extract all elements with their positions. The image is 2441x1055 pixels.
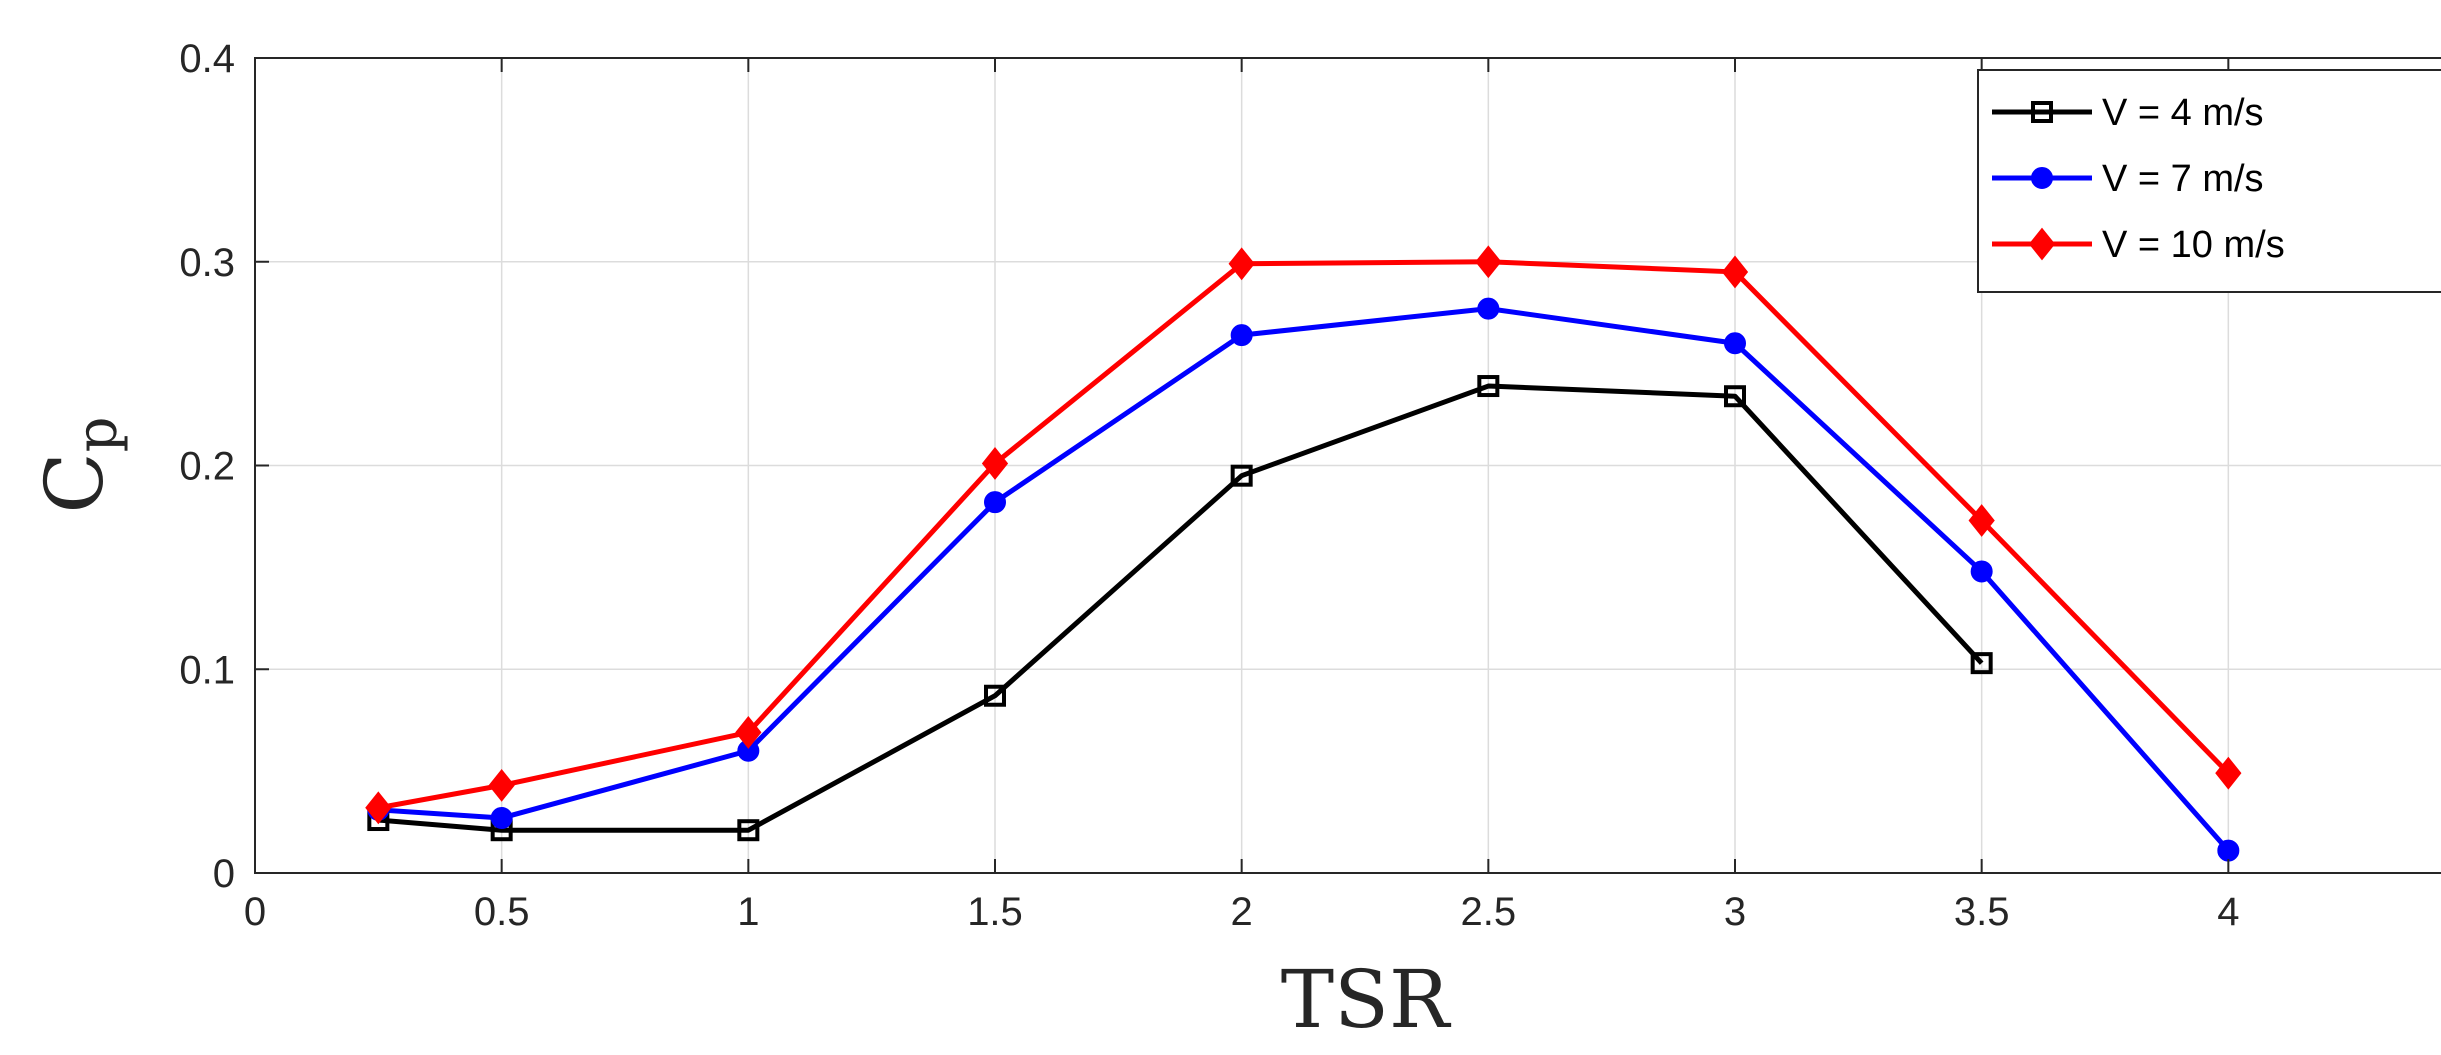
legend-label-1: V = 4 m/s xyxy=(2102,92,2264,134)
x-axis-title: TSR xyxy=(1281,953,1452,1046)
data-point-series-3 xyxy=(1475,245,1502,279)
data-point-series-2 xyxy=(1230,324,1253,347)
data-point-series-1 xyxy=(984,684,1006,707)
data-point-series-3 xyxy=(1228,247,1255,281)
x-tick-label: 2 xyxy=(1231,890,1253,934)
x-tick-label: 3 xyxy=(1724,890,1746,934)
data-point-series-1 xyxy=(1477,375,1500,398)
legend-box xyxy=(1977,69,2441,293)
y-tick-label: 0 xyxy=(213,852,235,896)
data-point-series-3 xyxy=(1721,255,1749,289)
x-axis-ticks: 00.511.522.533.544.5 xyxy=(244,58,2239,934)
y-tick-label: 0.1 xyxy=(179,648,235,692)
legend-label-2: V = 7 m/s xyxy=(2102,158,2264,200)
x-tick-label: 1.5 xyxy=(967,890,1023,934)
series-line-1 xyxy=(378,383,1984,833)
data-point-series-3 xyxy=(735,716,762,749)
legend: V = 4 m/s V = 7 m/s V = 10 m/s xyxy=(1977,69,2441,293)
data-point-series-2 xyxy=(2217,839,2240,862)
x-tick-label: 0 xyxy=(244,890,266,934)
x-tick-label: 2.5 xyxy=(1461,890,1517,934)
data-point-series-1 xyxy=(1970,652,1993,675)
data-point-series-3 xyxy=(488,768,515,802)
data-point-series-2 xyxy=(984,491,1006,514)
data-point-series-1 xyxy=(737,819,760,842)
data-point-series-1 xyxy=(1230,464,1253,487)
x-tick-label: 3.5 xyxy=(1954,890,2010,934)
legend-marker-3 xyxy=(2028,227,2056,261)
x-tick-label: 4 xyxy=(2217,890,2239,934)
data-point-series-3 xyxy=(365,791,392,825)
y-tick-label: 0.4 xyxy=(179,37,235,81)
data-point-series-3 xyxy=(2215,756,2242,790)
legend-marker-1 xyxy=(2031,101,2053,123)
x-tick-label: 0.5 xyxy=(474,890,530,934)
series-markers xyxy=(365,245,2242,862)
data-point-series-2 xyxy=(1724,332,1746,355)
y-tick-label: 0.2 xyxy=(179,445,235,489)
data-point-series-2 xyxy=(1970,560,1993,583)
y-axis-ticks: 0 0.1 0.2 0.3 0.4 xyxy=(179,37,269,896)
y-axis-title-subscript: p xyxy=(65,416,130,452)
data-point-series-2 xyxy=(490,806,513,829)
y-axis-title: Cp xyxy=(28,416,130,513)
data-point-series-3 xyxy=(981,447,1009,480)
data-point-series-1 xyxy=(1724,385,1746,408)
legend-label-3: V = 10 m/s xyxy=(2102,224,2285,266)
data-point-series-3 xyxy=(1968,504,1995,537)
data-point-series-2 xyxy=(1477,297,1500,320)
y-axis-title-main: C xyxy=(28,452,121,513)
x-tick-label: 1 xyxy=(737,890,759,934)
y-tick-label: 0.3 xyxy=(179,241,235,285)
legend-marker-2 xyxy=(2031,167,2053,189)
